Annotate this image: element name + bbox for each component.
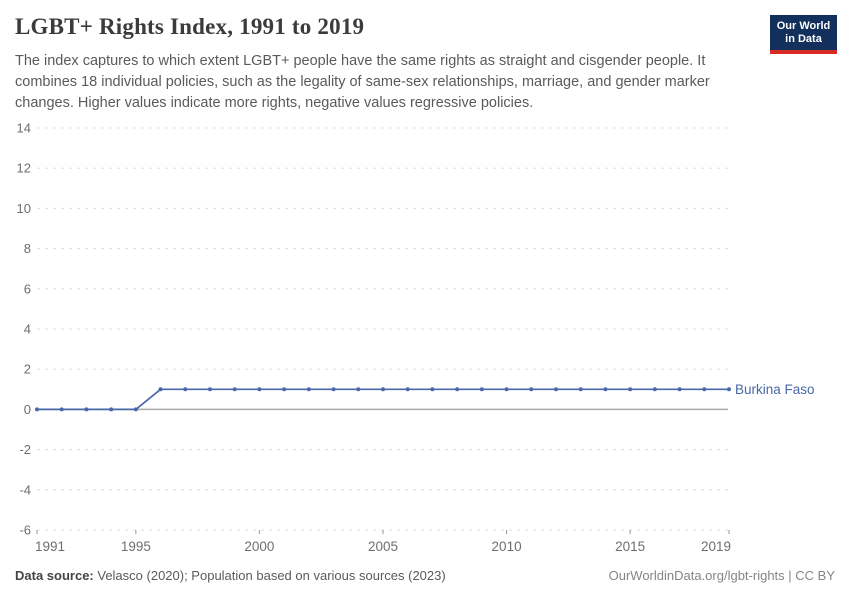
y-axis-tick-label: 0	[24, 402, 31, 417]
x-axis-tick-label: 2019	[701, 539, 731, 554]
data-point[interactable]	[479, 387, 484, 392]
owid-logo-line1: Our World	[776, 20, 831, 32]
data-point[interactable]	[727, 387, 731, 392]
owid-logo[interactable]: Our World in Data	[770, 15, 837, 54]
x-axis-tick-label: 1991	[35, 539, 65, 554]
y-axis-tick-label: 4	[24, 322, 31, 337]
data-source-label: Data source:	[15, 568, 94, 583]
data-point[interactable]	[158, 387, 163, 392]
data-point[interactable]	[603, 387, 608, 392]
chart-title: LGBT+ Rights Index, 1991 to 2019	[15, 14, 365, 39]
data-point[interactable]	[35, 407, 39, 412]
data-point[interactable]	[677, 387, 682, 392]
y-axis-tick-label: 12	[17, 161, 31, 176]
y-axis-tick-label: 6	[24, 281, 31, 296]
data-point[interactable]	[84, 407, 89, 412]
chart-footer: Data source: Velasco (2020); Population …	[15, 568, 835, 583]
y-axis-tick-label: 2	[24, 362, 31, 377]
owid-logo-line2: in Data	[785, 33, 822, 45]
data-point[interactable]	[208, 387, 212, 392]
data-point[interactable]	[702, 387, 707, 392]
data-point[interactable]	[554, 387, 558, 392]
data-point[interactable]	[183, 387, 188, 392]
data-point[interactable]	[381, 387, 385, 392]
data-source-text: Velasco (2020); Population based on vari…	[93, 568, 446, 583]
data-source: Data source: Velasco (2020); Population …	[15, 568, 446, 583]
data-point[interactable]	[529, 387, 534, 392]
x-axis-tick-label: 1995	[121, 539, 151, 554]
data-point[interactable]	[59, 407, 64, 412]
data-point[interactable]	[232, 387, 237, 392]
y-axis-tick-label: 14	[17, 121, 31, 136]
data-point[interactable]	[405, 387, 410, 392]
data-point[interactable]	[133, 407, 138, 412]
data-point[interactable]	[652, 387, 657, 392]
data-point[interactable]	[331, 387, 336, 392]
data-point[interactable]	[504, 387, 509, 392]
y-axis-tick-label: 10	[17, 201, 31, 216]
y-axis-tick-label: -4	[19, 482, 31, 497]
data-point[interactable]	[455, 387, 460, 392]
credit-link[interactable]: OurWorldinData.org/lgbt-rights | CC BY	[608, 568, 835, 583]
data-point[interactable]	[257, 387, 262, 392]
data-point[interactable]	[356, 387, 361, 392]
data-point[interactable]	[430, 387, 435, 392]
chart-subtitle: The index captures to which extent LGBT+…	[15, 53, 710, 111]
x-axis-tick-label: 2000	[244, 539, 274, 554]
data-point[interactable]	[109, 407, 114, 412]
data-point[interactable]	[578, 387, 583, 392]
data-point[interactable]	[628, 387, 633, 392]
series-label[interactable]: Burkina Faso	[735, 382, 815, 397]
x-axis-tick-label: 2005	[368, 539, 398, 554]
y-axis-tick-label: 8	[24, 241, 31, 256]
y-axis-tick-label: -6	[19, 523, 31, 538]
series-line-burkina-faso[interactable]	[37, 388, 729, 411]
x-axis-tick-label: 2015	[615, 539, 645, 554]
x-axis-tick-label: 2010	[492, 539, 522, 554]
data-point[interactable]	[306, 387, 311, 392]
y-axis-tick-label: -2	[19, 442, 31, 457]
data-point[interactable]	[282, 387, 287, 392]
